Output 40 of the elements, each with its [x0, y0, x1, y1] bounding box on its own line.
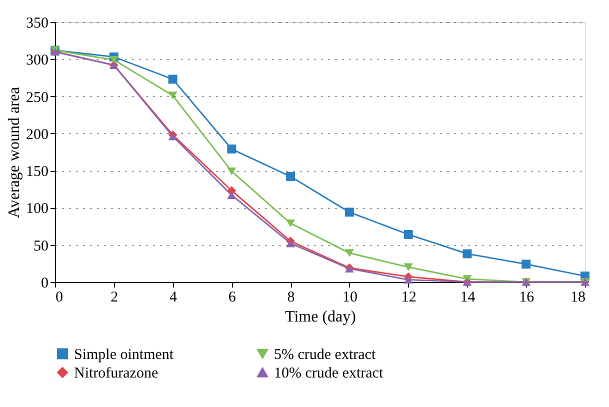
point	[227, 191, 236, 199]
point	[522, 260, 531, 269]
legend-label: 5% crude extract	[274, 346, 376, 363]
legend-label: Simple ointment	[74, 346, 174, 363]
point	[462, 249, 472, 258]
point	[404, 230, 413, 239]
y-tick-label: 0	[41, 276, 48, 292]
point	[286, 219, 296, 228]
y-tick-label: 50	[34, 238, 48, 254]
y-tick-label: 100	[26, 201, 48, 218]
y-axis-title: Average wound area	[6, 86, 23, 218]
y-tick-label: 200	[26, 126, 48, 143]
y-tick-label: 300	[26, 52, 48, 69]
x-tick-label: 2	[110, 290, 118, 306]
x-tick-label: 6	[228, 290, 236, 306]
x-tick-label: 14	[460, 290, 476, 306]
point	[286, 240, 296, 248]
y-tick-label: 350	[26, 16, 48, 32]
legend-label: Nitrofurazone	[74, 366, 158, 382]
y-tick-label: 150	[26, 164, 48, 180]
point	[168, 132, 178, 140]
x-tick-label: 16	[519, 290, 535, 306]
x-tick-label: 12	[401, 290, 416, 306]
point	[344, 208, 354, 217]
point	[227, 167, 236, 176]
x-tick-label: 8	[287, 290, 295, 306]
x-tick-label: 10	[342, 290, 358, 306]
point	[404, 276, 413, 284]
x-axis-title: Time (day)	[285, 308, 356, 326]
point	[168, 74, 178, 84]
y-tick-label: 250	[26, 90, 48, 106]
x-tick-label: 4	[170, 290, 178, 306]
point	[344, 249, 354, 257]
point	[168, 92, 178, 100]
legend-label: 10% crude extract	[274, 366, 384, 382]
x-tick-label: 18	[570, 290, 586, 306]
point	[286, 172, 296, 181]
point	[404, 263, 413, 272]
x-tick-label: 0	[56, 290, 63, 306]
point	[227, 144, 236, 154]
